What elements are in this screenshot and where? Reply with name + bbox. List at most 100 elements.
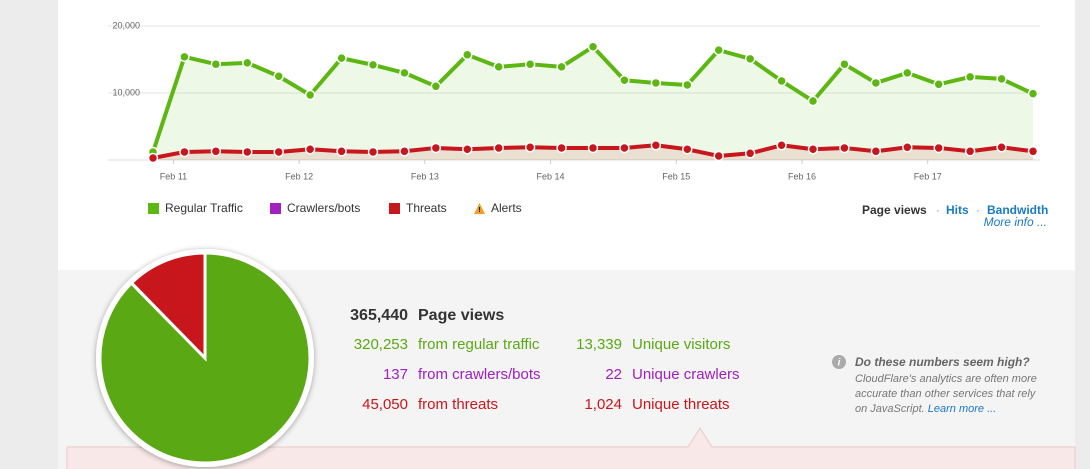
stat-value: 45,050	[362, 396, 408, 413]
point	[650, 77, 662, 89]
pie	[98, 251, 312, 465]
x-tick-label: Feb 16	[788, 171, 816, 181]
point	[713, 150, 724, 162]
point	[682, 79, 693, 91]
point	[776, 75, 787, 87]
area	[153, 46, 1033, 160]
point	[807, 144, 819, 155]
point	[996, 142, 1007, 153]
tab-separator: ·	[976, 203, 980, 217]
point	[462, 144, 473, 155]
legend-icon	[474, 203, 485, 214]
info-text: on JavaScript.	[855, 403, 925, 415]
point	[147, 152, 159, 164]
point	[304, 144, 316, 155]
point	[964, 71, 976, 83]
legend: Regular Traffic Crawlers/bots Threats! Aler…	[148, 201, 522, 215]
legend-icon-glyph: !	[478, 207, 480, 214]
x-tick-label: Feb 11	[160, 171, 187, 181]
point	[493, 142, 504, 154]
legend-label: Crawlers/bots	[287, 201, 360, 215]
point	[367, 59, 379, 71]
point	[524, 58, 536, 70]
x-tick-label: Feb 13	[411, 171, 439, 181]
x-tick-label: Feb 17	[914, 171, 942, 181]
point	[273, 71, 284, 82]
point	[210, 146, 222, 157]
point	[242, 57, 253, 69]
point	[336, 146, 347, 157]
stat-label: from crawlers/bots	[418, 366, 541, 383]
point	[430, 81, 442, 92]
info-icon-glyph: i	[838, 358, 841, 369]
unique-value: 13,339	[576, 336, 622, 353]
point	[902, 142, 913, 153]
tab-separator: ·	[936, 203, 940, 217]
more-info-link[interactable]: More info ...	[984, 215, 1047, 229]
legend-label: Regular Traffic	[165, 201, 243, 215]
legend-label: Threats	[406, 201, 447, 215]
point	[996, 73, 1007, 85]
point	[587, 41, 599, 53]
stat-value: 137	[383, 366, 408, 383]
info-text: CloudFlare's analytics are often more	[855, 373, 1037, 385]
stat-label: from regular traffic	[418, 336, 540, 353]
x-tick-label: Feb 12	[285, 171, 313, 181]
point	[1027, 88, 1039, 99]
point	[839, 142, 850, 154]
y-tick-label: 20,000	[112, 20, 140, 30]
point	[524, 142, 536, 153]
unique-label: Unique threats	[632, 396, 730, 413]
tab-link[interactable]: Hits	[946, 203, 969, 217]
point	[430, 142, 442, 154]
point	[933, 79, 944, 90]
point	[713, 44, 724, 56]
point	[556, 142, 567, 154]
point	[902, 67, 913, 79]
point	[776, 140, 787, 151]
point	[807, 95, 819, 107]
x-tick-label: Feb 15	[662, 171, 690, 181]
tab-active[interactable]: Page views	[862, 203, 927, 217]
tab-link[interactable]: Bandwidth	[987, 203, 1048, 217]
stats: 320,253 from regular traffic 13,339 Unique …	[354, 336, 740, 413]
point	[179, 146, 190, 158]
point	[933, 142, 944, 154]
point	[744, 148, 756, 159]
pie-slice	[129, 251, 207, 362]
point	[682, 144, 693, 155]
point	[556, 61, 567, 73]
learn-more-link[interactable]: Learn more ...	[928, 403, 996, 415]
unique-value: 1,024	[584, 396, 622, 413]
point	[336, 52, 347, 64]
stat-label: from threats	[418, 396, 498, 413]
point	[367, 146, 379, 158]
chart: 10,000 20,000 Feb 11 Feb 12 Feb 13 Feb 14 Feb …	[108, 20, 1040, 181]
point	[650, 140, 662, 151]
point	[839, 58, 850, 70]
point	[964, 146, 976, 157]
point	[462, 49, 473, 61]
stat-value: 320,253	[354, 336, 408, 353]
legend-swatch	[270, 203, 281, 214]
info-icon	[832, 355, 846, 369]
point	[179, 51, 190, 63]
point	[210, 58, 222, 70]
point	[493, 61, 504, 73]
total-value: 365,440	[350, 307, 408, 324]
point	[870, 77, 882, 89]
info-text: on JavaScript. Learn more ...	[855, 403, 996, 415]
unique-label: Unique crawlers	[632, 366, 740, 383]
point	[1027, 146, 1039, 157]
chart-panel	[58, 0, 1075, 270]
point	[399, 67, 410, 79]
point	[870, 146, 882, 157]
unique-label: Unique visitors	[632, 336, 730, 353]
point	[587, 142, 599, 154]
point	[744, 53, 756, 65]
legend-label: Alerts	[491, 201, 522, 215]
y-tick-label: 10,000	[112, 87, 140, 97]
point	[273, 146, 284, 158]
